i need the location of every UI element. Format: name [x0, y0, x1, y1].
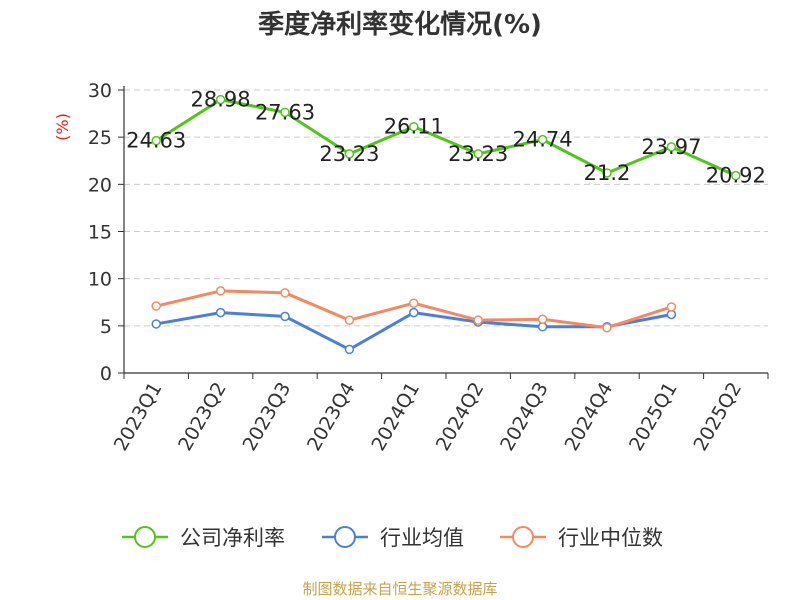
legend-label: 行业均值 — [380, 526, 464, 550]
x-tick-label: 2025Q2 — [689, 379, 746, 455]
y-tick-label: 15 — [88, 222, 112, 244]
y-tick-label: 20 — [88, 174, 112, 196]
data-label: 26.11 — [384, 115, 444, 139]
data-point — [731, 170, 741, 181]
legend[interactable]: 公司净利率 行业均值 行业中位数 — [122, 526, 663, 550]
data-label: 28.98 — [191, 88, 251, 112]
legend-item[interactable]: 行业中位数 — [500, 526, 663, 550]
series-line — [155, 98, 737, 178]
data-point — [215, 307, 226, 318]
data-point — [409, 121, 419, 132]
data-point — [280, 107, 290, 118]
y-axis-label: (%) — [53, 113, 72, 141]
legend-marker — [334, 526, 356, 548]
data-label: 24.63 — [126, 129, 186, 153]
x-tick-label: 2024Q2 — [432, 379, 489, 455]
data-point — [666, 302, 677, 312]
data-label: 23.97 — [641, 135, 701, 159]
legend-item[interactable]: 公司净利率 — [122, 526, 285, 550]
data-point — [215, 94, 226, 105]
legend-item[interactable]: 行业均值 — [322, 526, 464, 550]
data-point — [602, 168, 612, 178]
data-point — [602, 322, 612, 333]
data-point — [344, 344, 355, 355]
grid-lines — [124, 89, 768, 327]
x-tick-label: 2023Q3 — [239, 379, 296, 455]
x-tick-label: 2024Q4 — [561, 379, 618, 455]
y-tick-label: 25 — [88, 127, 112, 149]
data-point — [409, 307, 419, 318]
data-point — [473, 315, 483, 325]
x-tick-label: 2023Q1 — [110, 379, 167, 455]
x-tick-label: 2023Q2 — [174, 379, 231, 455]
series-lines — [151, 94, 741, 355]
data-point — [473, 149, 483, 159]
data-label: 23.23 — [448, 142, 508, 166]
data-point — [280, 311, 290, 322]
y-tick-label: 10 — [88, 269, 112, 291]
data-label: 21.2 — [584, 161, 631, 185]
data-label: 23.23 — [319, 142, 379, 166]
data-point — [409, 298, 419, 308]
chart-title: 季度净利率变化情况(%) — [258, 10, 542, 40]
data-point — [344, 149, 355, 159]
data-point — [537, 134, 548, 145]
data-point — [215, 286, 226, 296]
source-note: 制图数据来自恒生聚源数据库 — [302, 580, 498, 598]
legend-label: 公司净利率 — [180, 526, 285, 550]
x-tick-label: 2025Q1 — [625, 379, 682, 455]
y-tick-label: 30 — [88, 80, 112, 102]
legend-marker — [512, 526, 534, 548]
series-line — [155, 311, 672, 351]
x-tick-label: 2023Q4 — [303, 379, 360, 455]
data-point — [344, 315, 355, 325]
data-point — [151, 319, 161, 329]
data-point — [280, 288, 290, 298]
y-tick-label: 0 — [100, 363, 112, 385]
legend-marker — [134, 526, 156, 548]
data-point — [537, 314, 548, 324]
data-labels: 24.6328.9827.6323.2326.1123.2324.7421.22… — [126, 88, 766, 188]
data-label: 27.63 — [255, 100, 315, 124]
data-label: 20.92 — [706, 164, 766, 188]
data-label: 24.74 — [513, 128, 573, 152]
legend-label: 行业中位数 — [558, 526, 663, 550]
data-point — [666, 142, 677, 152]
data-point — [151, 135, 161, 146]
data-point — [151, 301, 161, 311]
y-tick-label: 5 — [100, 316, 112, 338]
x-tick-label: 2024Q3 — [496, 379, 553, 455]
x-tick-label: 2024Q1 — [367, 379, 424, 455]
